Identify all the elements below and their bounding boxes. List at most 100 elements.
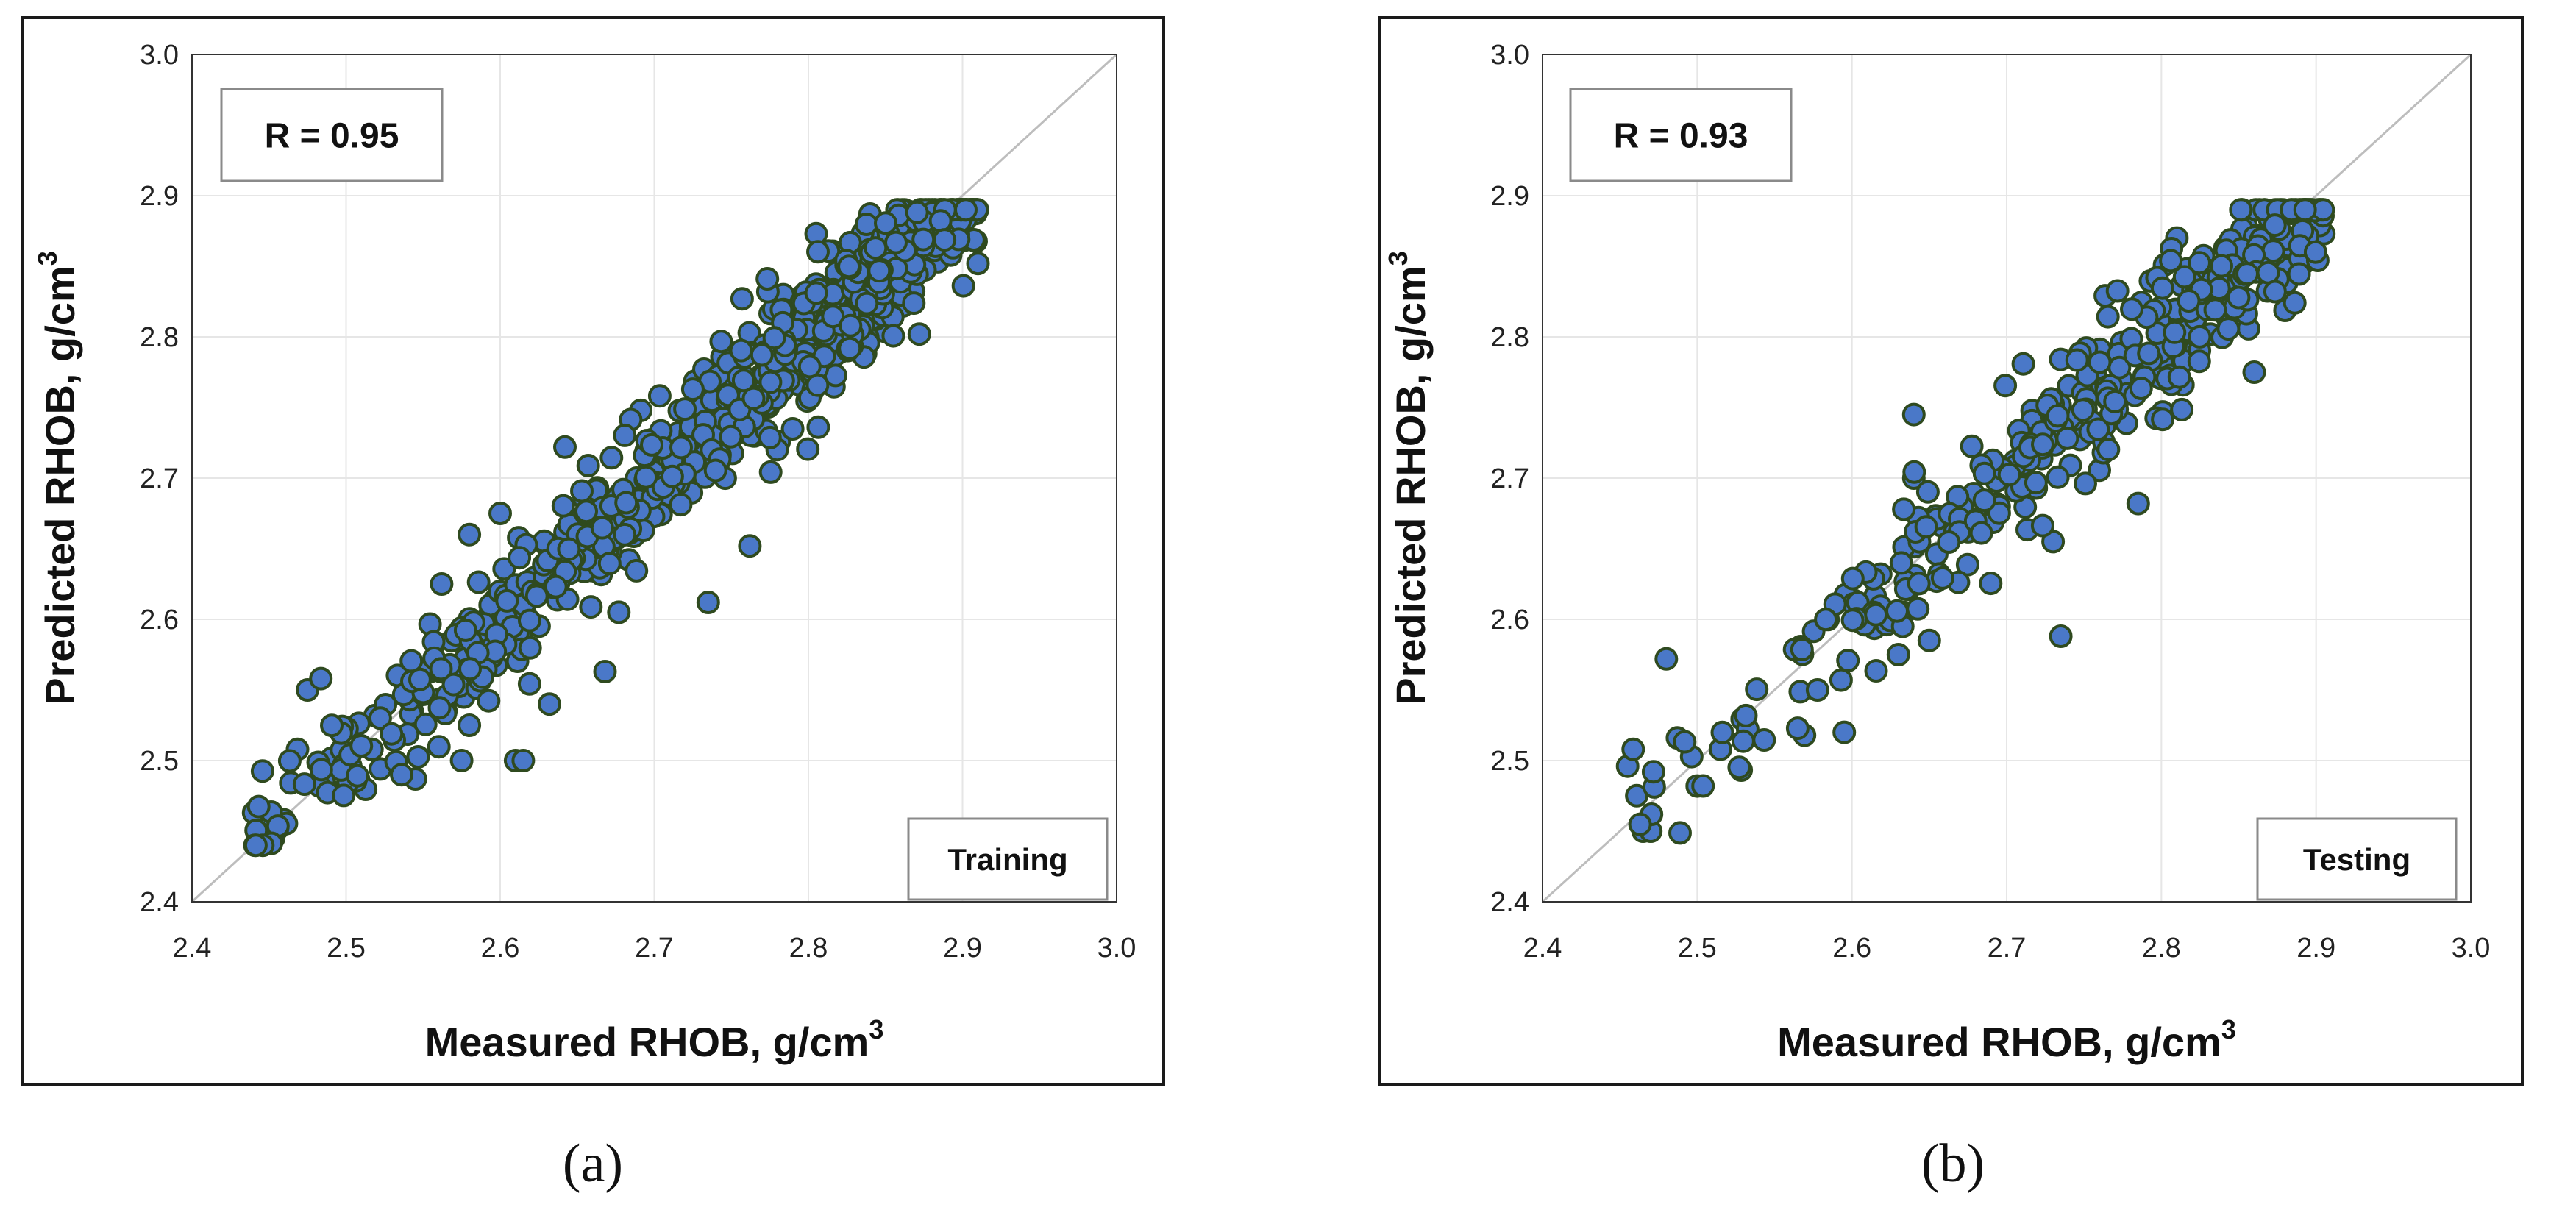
data-point [640, 432, 663, 457]
x-tick-label: 2.7 [1988, 933, 2027, 964]
subfigure-caption-b: (b) [1921, 1133, 1985, 1194]
data-point [574, 499, 598, 524]
data-point [320, 713, 344, 738]
data-point [2261, 239, 2285, 263]
data-point [511, 749, 536, 772]
data-point [250, 759, 274, 783]
x-tick-label: 2.7 [635, 933, 674, 964]
data-point [518, 636, 542, 660]
data-point [838, 336, 862, 360]
data-point [806, 240, 830, 264]
data-point [750, 343, 774, 367]
data-point [2041, 530, 2066, 554]
data-point [2283, 291, 2307, 315]
data-point [538, 692, 561, 716]
plot-area-border [191, 54, 1117, 903]
data-point [2150, 276, 2174, 300]
data-point [758, 425, 782, 449]
data-point [1979, 572, 2003, 596]
data-point [1997, 463, 2021, 487]
data-point [1937, 530, 1961, 554]
y-axis-title-superscript: 3 [1383, 251, 1413, 266]
data-point [2126, 491, 2150, 516]
data-point [1710, 720, 1734, 744]
data-point [1832, 720, 1857, 744]
subfigure-caption-a: (a) [562, 1133, 624, 1194]
r-value-label: R = 0.93 [1614, 117, 1748, 156]
x-axis-title: Measured RHOB, g/cm3 [1777, 1014, 2236, 1065]
data-point [453, 618, 477, 642]
y-tick-label: 2.9 [1490, 181, 1529, 212]
data-point [2011, 352, 2035, 376]
dataset-label: Testing [2303, 842, 2410, 877]
data-point [1785, 716, 1810, 741]
data-point [553, 435, 577, 459]
data-point [458, 713, 482, 737]
data-point [837, 254, 861, 279]
y-tick-label: 3.0 [1490, 40, 1529, 71]
data-point [2203, 298, 2227, 322]
data-point [2263, 213, 2287, 238]
data-point [466, 570, 491, 594]
y-tick-label: 3.0 [140, 40, 179, 71]
data-point [557, 537, 581, 561]
data-point [2227, 285, 2251, 310]
y-axis-title: Predicted RHOB, g/cm3 [1383, 251, 1434, 705]
data-point [2074, 471, 2097, 496]
x-tick-label: 2.5 [327, 933, 366, 964]
data-point [647, 384, 672, 408]
data-point [1814, 608, 1838, 632]
data-point [1972, 461, 1996, 485]
y-tick-label: 2.5 [1490, 746, 1529, 777]
data-point [1621, 737, 1645, 761]
data-point [1628, 812, 1652, 836]
y-axis-title-superscript: 3 [32, 251, 63, 266]
x-tick-label: 2.6 [1832, 933, 1871, 964]
data-point [867, 259, 892, 283]
data-point [576, 454, 600, 477]
data-point [406, 745, 430, 769]
data-point [427, 696, 452, 720]
data-point [1906, 597, 1930, 621]
data-point [2172, 265, 2196, 289]
data-point [1836, 649, 1860, 672]
data-point [755, 267, 780, 291]
data-point [738, 534, 762, 558]
data-point [292, 772, 316, 797]
data-point [429, 657, 453, 681]
data-point [593, 660, 617, 683]
data-point [729, 338, 753, 363]
y-tick-label: 2.4 [1490, 887, 1529, 918]
data-point [928, 209, 953, 233]
data-point [758, 370, 783, 394]
data-point [570, 479, 594, 503]
x-axis-title: Measured RHOB, g/cm3 [425, 1014, 884, 1065]
data-point [2030, 513, 2054, 538]
data-point [413, 712, 438, 736]
data-point [741, 386, 766, 410]
data-point [2188, 324, 2212, 349]
data-point [911, 227, 936, 252]
x-tick-label: 2.8 [789, 933, 828, 964]
data-point [2088, 350, 2112, 374]
dataset-label-box [2256, 817, 2458, 901]
r-value-label: R = 0.95 [265, 117, 399, 156]
y-tick-label: 2.8 [1490, 322, 1529, 353]
data-point [427, 735, 451, 759]
data-point [731, 369, 755, 393]
data-point [1840, 608, 1865, 633]
data-point [1902, 460, 1926, 484]
data-point [2242, 360, 2266, 384]
data-point [524, 584, 549, 608]
data-point [1914, 515, 1938, 539]
data-point [1901, 402, 1926, 427]
data-point [2129, 377, 2153, 400]
data-point [492, 557, 516, 581]
data-point [508, 546, 532, 570]
data-point [2049, 624, 2073, 648]
data-point [349, 734, 374, 758]
data-point [1691, 774, 1715, 798]
data-point [2120, 297, 2143, 321]
data-point [517, 672, 541, 696]
data-point [1889, 551, 1913, 575]
